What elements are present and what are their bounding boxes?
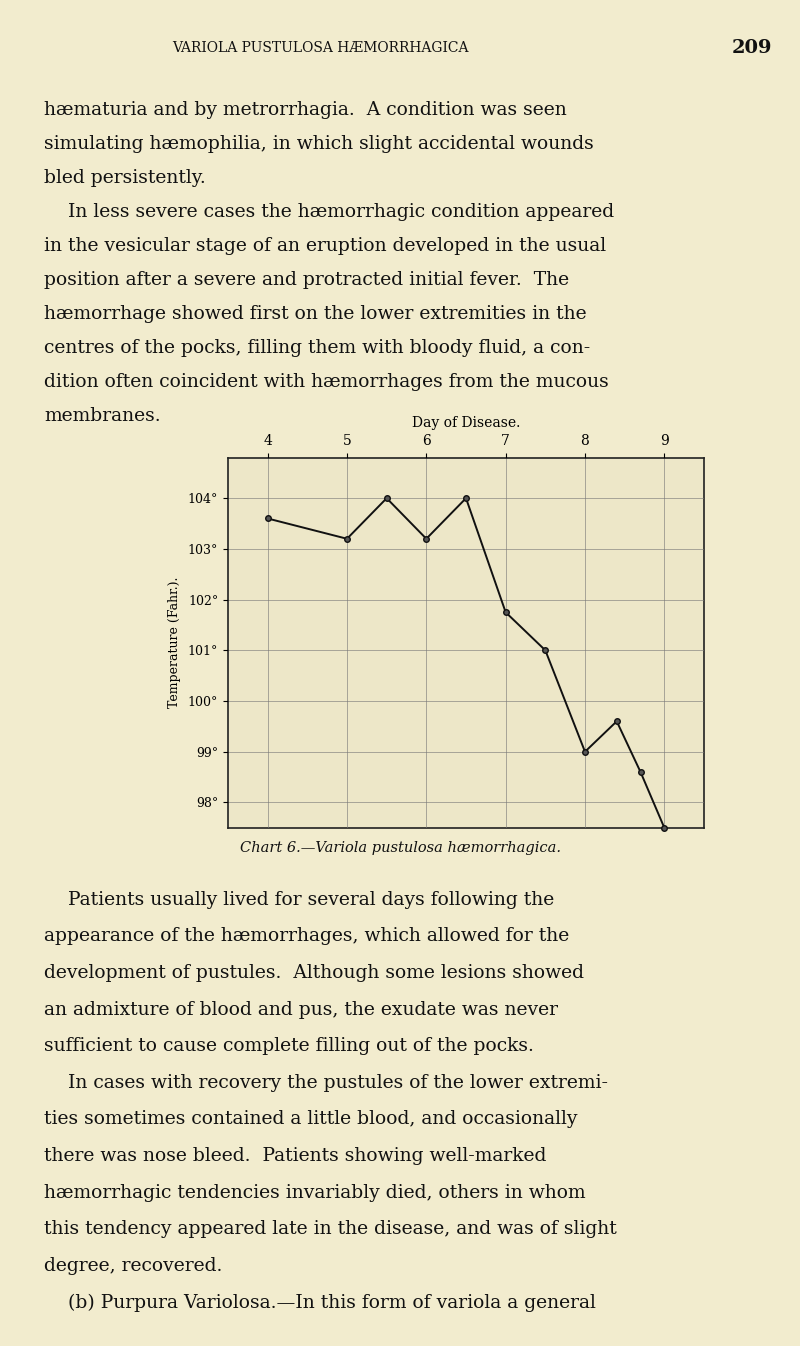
Text: an admixture of blood and pus, the exudate was never: an admixture of blood and pus, the exuda… bbox=[44, 1000, 558, 1019]
Text: VARIOLA PUSTULOSA HÆMORRHAGICA: VARIOLA PUSTULOSA HÆMORRHAGICA bbox=[172, 42, 468, 55]
Text: ties sometimes contained a little blood, and occasionally: ties sometimes contained a little blood,… bbox=[44, 1110, 578, 1128]
Text: Patients usually lived for several days following the: Patients usually lived for several days … bbox=[44, 891, 554, 909]
Text: centres of the pocks, filling them with bloody fluid, a con-: centres of the pocks, filling them with … bbox=[44, 339, 590, 357]
Text: dition often coincident with hæmorrhages from the mucous: dition often coincident with hæmorrhages… bbox=[44, 373, 609, 392]
Text: position after a severe and protracted initial fever.  The: position after a severe and protracted i… bbox=[44, 272, 569, 289]
Text: in the vesicular stage of an eruption developed in the usual: in the vesicular stage of an eruption de… bbox=[44, 237, 606, 256]
Text: (b) Purpura Variolosa.—In this form of variola a general: (b) Purpura Variolosa.—In this form of v… bbox=[44, 1294, 596, 1312]
Text: degree, recovered.: degree, recovered. bbox=[44, 1257, 222, 1275]
Text: In less severe cases the hæmorrhagic condition appeared: In less severe cases the hæmorrhagic con… bbox=[44, 203, 614, 221]
Text: Chart 6.—Variola pustulosa hæmorrhagica.: Chart 6.—Variola pustulosa hæmorrhagica. bbox=[239, 841, 561, 855]
Text: this tendency appeared late in the disease, and was of slight: this tendency appeared late in the disea… bbox=[44, 1221, 617, 1238]
Text: membranes.: membranes. bbox=[44, 406, 161, 425]
Text: there was nose bleed.  Patients showing well-marked: there was nose bleed. Patients showing w… bbox=[44, 1147, 546, 1166]
Text: development of pustules.  Although some lesions showed: development of pustules. Although some l… bbox=[44, 964, 584, 983]
Text: 209: 209 bbox=[732, 39, 772, 57]
Text: hæmaturia and by metrorrhagia.  A condition was seen: hæmaturia and by metrorrhagia. A conditi… bbox=[44, 101, 566, 120]
X-axis label: Day of Disease.: Day of Disease. bbox=[412, 416, 520, 429]
Text: In cases with recovery the pustules of the lower extremi-: In cases with recovery the pustules of t… bbox=[44, 1074, 608, 1092]
Text: hæmorrhagic tendencies invariably died, others in whom: hæmorrhagic tendencies invariably died, … bbox=[44, 1183, 586, 1202]
Text: sufficient to cause complete filling out of the pocks.: sufficient to cause complete filling out… bbox=[44, 1038, 534, 1055]
Text: hæmorrhage showed first on the lower extremities in the: hæmorrhage showed first on the lower ext… bbox=[44, 306, 586, 323]
Text: bled persistently.: bled persistently. bbox=[44, 170, 206, 187]
Text: appearance of the hæmorrhages, which allowed for the: appearance of the hæmorrhages, which all… bbox=[44, 927, 570, 945]
Text: simulating hæmophilia, in which slight accidental wounds: simulating hæmophilia, in which slight a… bbox=[44, 136, 594, 153]
Y-axis label: Temperature (Fahr.).: Temperature (Fahr.). bbox=[168, 577, 181, 708]
